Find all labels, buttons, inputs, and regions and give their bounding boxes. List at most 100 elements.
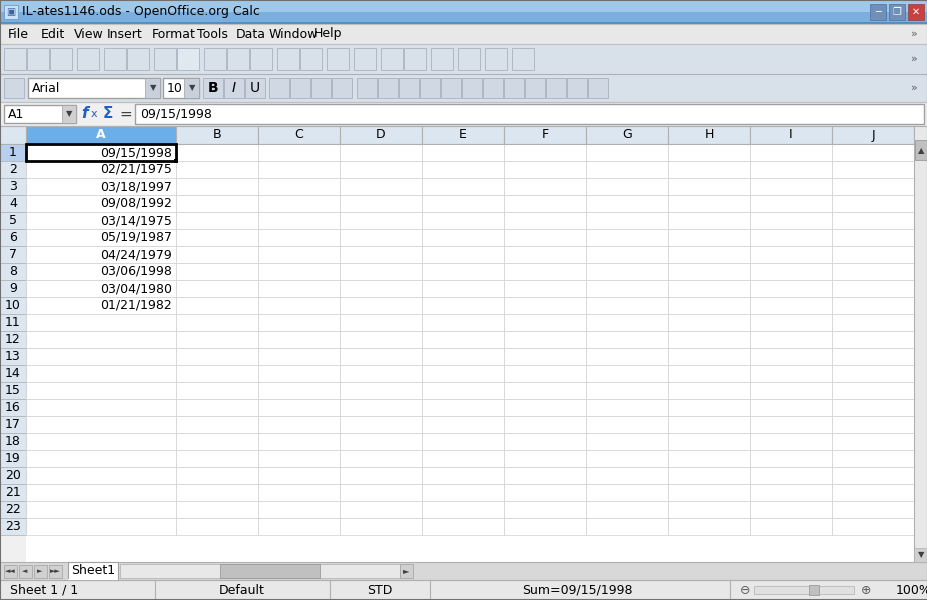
Text: 01/21/1982: 01/21/1982 <box>100 299 171 312</box>
Bar <box>399 78 419 98</box>
Bar <box>26 331 176 348</box>
Text: Data: Data <box>235 28 265 40</box>
Bar <box>913 144 927 158</box>
Text: ❐: ❐ <box>892 7 900 17</box>
Bar <box>339 212 422 229</box>
Bar <box>832 399 913 416</box>
Bar <box>832 280 913 297</box>
Bar <box>0 195 26 212</box>
Text: Arial: Arial <box>32 82 60 94</box>
Bar <box>503 382 585 399</box>
Bar <box>808 585 819 595</box>
Bar <box>176 195 258 212</box>
Text: C: C <box>294 128 303 142</box>
Bar <box>176 126 258 144</box>
Text: ─: ─ <box>874 7 880 17</box>
Bar <box>68 562 118 580</box>
Bar <box>832 297 913 314</box>
Bar <box>339 467 422 484</box>
Bar <box>585 178 667 195</box>
Bar <box>77 48 99 70</box>
Bar <box>585 382 667 399</box>
Bar <box>503 178 585 195</box>
Bar <box>339 433 422 450</box>
Bar <box>176 161 258 178</box>
Bar <box>176 399 258 416</box>
Text: Help: Help <box>313 28 342 40</box>
Bar <box>667 161 749 178</box>
Text: 6: 6 <box>9 231 17 244</box>
Bar <box>585 212 667 229</box>
Bar <box>485 48 506 70</box>
Bar <box>276 48 298 70</box>
Bar <box>26 144 176 161</box>
Bar <box>145 78 159 98</box>
Bar <box>4 565 17 578</box>
Bar <box>667 126 749 144</box>
Bar <box>339 450 422 467</box>
Bar <box>749 399 832 416</box>
Bar <box>422 348 503 365</box>
Text: =: = <box>119 107 132 121</box>
Bar <box>26 484 176 501</box>
Bar <box>26 144 176 161</box>
Bar <box>339 416 422 433</box>
Bar <box>749 433 832 450</box>
Bar <box>667 365 749 382</box>
Bar <box>176 433 258 450</box>
Text: E: E <box>459 128 466 142</box>
Text: ⊖: ⊖ <box>739 583 750 596</box>
Bar <box>4 48 26 70</box>
Bar <box>749 501 832 518</box>
Bar <box>585 297 667 314</box>
Text: Insert: Insert <box>107 28 142 40</box>
Bar <box>0 382 26 399</box>
Bar <box>422 144 503 161</box>
Text: Tools: Tools <box>197 28 227 40</box>
Bar <box>176 263 258 280</box>
Text: 4: 4 <box>9 197 17 210</box>
Text: Format: Format <box>151 28 196 40</box>
Bar <box>26 246 176 263</box>
Bar <box>832 433 913 450</box>
Bar <box>258 229 339 246</box>
Bar <box>26 178 176 195</box>
Text: 21: 21 <box>6 486 20 499</box>
Bar <box>503 416 585 433</box>
Bar <box>503 229 585 246</box>
Bar <box>26 450 176 467</box>
Bar <box>258 297 339 314</box>
Bar <box>258 195 339 212</box>
Bar <box>0 314 26 331</box>
Bar <box>749 365 832 382</box>
Bar <box>0 0 927 12</box>
Bar <box>832 314 913 331</box>
Bar <box>339 246 422 263</box>
Bar <box>26 399 176 416</box>
Bar <box>26 263 176 280</box>
Bar <box>134 104 923 124</box>
Text: 5: 5 <box>9 214 17 227</box>
Bar <box>176 314 258 331</box>
Bar <box>0 365 26 382</box>
Text: ▣: ▣ <box>6 7 16 17</box>
Bar <box>832 450 913 467</box>
Bar <box>422 382 503 399</box>
Text: 12: 12 <box>6 333 20 346</box>
Bar <box>163 78 198 98</box>
Bar <box>176 467 258 484</box>
Bar <box>667 178 749 195</box>
Bar <box>19 565 32 578</box>
Bar <box>503 280 585 297</box>
Bar <box>0 229 26 246</box>
Bar <box>462 78 481 98</box>
Bar <box>289 78 310 98</box>
Bar <box>430 48 452 70</box>
Text: I: I <box>788 128 792 142</box>
Bar <box>422 246 503 263</box>
Bar <box>749 348 832 365</box>
Text: F: F <box>540 128 548 142</box>
Bar <box>339 263 422 280</box>
Bar <box>353 48 375 70</box>
Text: ▼: ▼ <box>149 83 156 92</box>
